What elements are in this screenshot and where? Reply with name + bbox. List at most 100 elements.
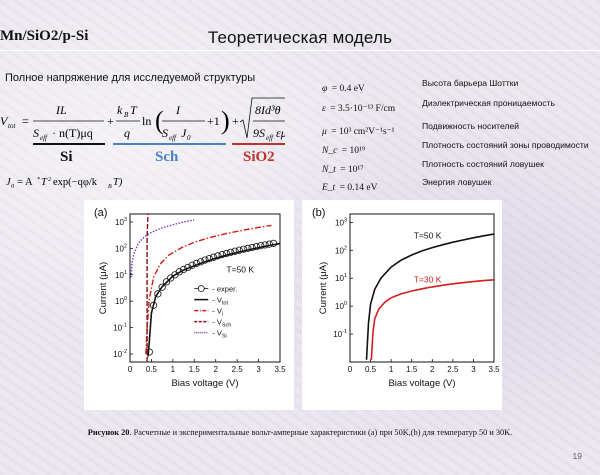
svg-text:ln: ln — [142, 114, 151, 128]
chart-a-exper-point — [154, 290, 162, 298]
chart-a-series-group — [130, 214, 280, 362]
chart-a-exper-point — [257, 242, 265, 250]
figure-caption: Рисунок 20. Расчетные и экспериментальны… — [0, 428, 600, 437]
chart-a-plot-frame — [129, 213, 281, 363]
chart-a-ytick-label: 101 — [115, 270, 127, 280]
svg-text:J: J — [6, 177, 12, 188]
chart-a-ytick-label: 10-2 — [113, 349, 127, 359]
param-nc-description: Плотность состояний зоны проводимости — [422, 140, 589, 150]
svg-text:eff: eff — [169, 134, 177, 142]
page-title: Теоретическая модель — [207, 28, 393, 47]
chart-a-series-vsi-line — [130, 219, 195, 278]
param-mu: μ = 10³ cm²V⁻¹s⁻¹ — [322, 121, 394, 139]
chart-b-xtick-label: 1.5 — [406, 365, 418, 374]
param-phi-symbol: φ — [322, 84, 328, 94]
svg-text:IL: IL — [55, 103, 67, 117]
chart-a-exper-point — [214, 252, 222, 260]
chart-a-exper-point — [235, 246, 243, 254]
chart-a-exper-point — [162, 278, 171, 286]
chart-a-xtick-label: 3.5 — [274, 365, 286, 374]
svg-text:0: 0 — [187, 134, 191, 142]
voltage-label: Полное напряжение для исследуемой структ… — [5, 72, 256, 84]
chart-b-xtick-label: 0 — [348, 365, 353, 374]
chart-a-y-axis-label: Current (μA) — [98, 262, 109, 314]
svg-text:0: 0 — [11, 184, 14, 190]
param-phi-description: Высота барьера Шоттки — [422, 78, 519, 88]
svg-text:2: 2 — [48, 177, 51, 183]
chart-a-series-vsch-line — [146, 214, 149, 362]
chart-panel-a: 0 0.5 1 1.5 2 2.5 3 3.5 10-2 10-1 100 101 102 103 Bias… — [84, 200, 294, 410]
chart-b-plot-frame — [349, 213, 495, 363]
chart-a-xtick-label: 1.5 — [189, 365, 201, 374]
chart-b-xtick-label: 3.5 — [488, 365, 500, 374]
param-nt-value: = 10¹⁷ — [340, 165, 364, 175]
chart-b-xtick-label: 2 — [430, 365, 435, 374]
chart-b-series-50k-line — [365, 233, 494, 360]
svg-text:): ) — [221, 106, 230, 135]
chart-a-ytick-label: 100 — [115, 296, 127, 306]
sio2-term-label: SiO2 — [243, 149, 275, 165]
chart-a-series-vtot-line — [147, 242, 280, 357]
param-epsilon-value: = 3.5·10⁻¹³ F/cm — [330, 104, 396, 114]
chart-b-background — [302, 200, 502, 410]
chart-b-label-30k: T=30 K — [414, 275, 442, 285]
svg-text:B: B — [108, 184, 112, 190]
chart-b-xtick-label: 2.5 — [447, 365, 459, 374]
chart-b-series-30k-line — [370, 279, 494, 360]
svg-text:tot: tot — [8, 122, 16, 130]
chart-a-exper-point — [252, 242, 261, 251]
param-nt: N_t = 10¹⁷ — [322, 159, 364, 177]
svg-text:· n(T)μq: · n(T)μq — [52, 126, 93, 140]
svg-text:I: I — [175, 103, 181, 117]
param-mu-symbol: μ — [322, 127, 327, 137]
chart-a-exper-point — [231, 247, 239, 255]
chart-a-ytick-label: 103 — [115, 217, 127, 227]
svg-text:T: T — [41, 177, 48, 188]
title-divider — [0, 50, 600, 51]
svg-text:B: B — [124, 111, 129, 119]
param-nt-description: Плотность состояний ловушек — [422, 159, 544, 169]
chart-b-ytick-label: 102 — [335, 245, 347, 255]
param-et-symbol: E_t — [322, 183, 336, 193]
svg-text:k: k — [117, 103, 123, 117]
chart-b-panel-label: (b) — [312, 207, 325, 219]
chart-b-series-group — [365, 233, 494, 360]
chart-b-ytick-label: 101 — [335, 273, 347, 283]
svg-text:T: T — [130, 103, 138, 117]
svg-text:8Id³θ: 8Id³θ — [255, 103, 281, 117]
chart-a-panel-label: (a) — [94, 207, 107, 219]
svg-text:+: + — [107, 114, 114, 128]
param-nc-value: = 10¹⁹ — [341, 146, 366, 156]
param-mu-value: = 10³ cm²V⁻¹s⁻¹ — [331, 127, 395, 137]
chart-b-ytick-label: 100 — [335, 301, 347, 311]
figure-caption-label: Рисунок 20 — [87, 428, 130, 437]
chart-a-xtick-label: 2.5 — [232, 365, 244, 374]
chart-a-legend-label: - Vi — [212, 307, 223, 318]
svg-text:εμ: εμ — [276, 126, 285, 140]
svg-text:q: q — [124, 126, 130, 140]
sch-term-label: Sch — [155, 149, 179, 165]
svg-text:(: ( — [155, 106, 164, 135]
svg-text:= A: = A — [17, 177, 33, 188]
param-phi-value: = 0.4 eV — [331, 84, 365, 94]
structure-label: Mn/SiO2/p-Si — [0, 28, 89, 44]
si-term-label: Si — [60, 149, 73, 165]
chart-b-xtick-label: 1 — [389, 365, 394, 374]
chart-b-xtick-label: 3 — [471, 365, 476, 374]
chart-b-y-axis-label: Current (μA) — [318, 262, 329, 314]
chart-a-exper-point — [227, 248, 235, 256]
svg-text:exp(−qφ/k: exp(−qφ/k — [53, 177, 98, 188]
chart-panel-b: 0 0.5 1 1.5 2 2.5 3 3.5 10-1 100 101 102 103 Bias vol… — [302, 200, 502, 410]
param-epsilon-description: Диэлектрическая проницаемость — [422, 98, 555, 108]
param-epsilon: ε = 3.5·10⁻¹³ F/cm — [322, 98, 395, 116]
chart-a-exper-point — [265, 240, 273, 248]
chart-a-xtick-label: 3 — [256, 365, 261, 374]
chart-a-xtick-label: 2 — [213, 365, 218, 374]
param-et-description: Энергия ловушек — [422, 177, 492, 187]
param-epsilon-symbol: ε — [322, 104, 326, 114]
chart-a-exper-point — [248, 243, 256, 252]
chart-a-background — [84, 200, 294, 410]
figure-caption-text: . Расчетные и экспериментальные вольт-ам… — [129, 428, 513, 437]
chart-a-exper-point — [175, 268, 183, 276]
